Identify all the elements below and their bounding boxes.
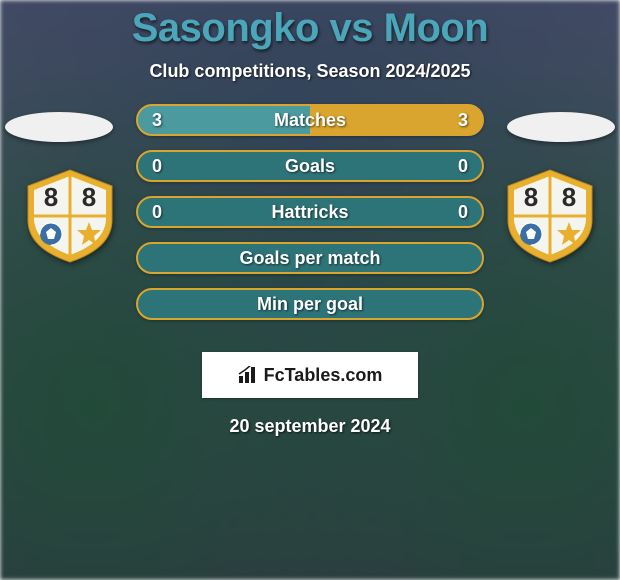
stat-right-value: 0 bbox=[448, 156, 468, 177]
stat-left-value: 3 bbox=[152, 110, 172, 131]
page-title: Sasongko vs Moon bbox=[0, 0, 620, 51]
stat-left-value: 0 bbox=[152, 202, 172, 223]
comparison-area: 8 8 8 8 3 Matches 3 0 Goals 0 0 Hattricks 0 Goals… bbox=[0, 104, 620, 344]
stat-row: Goals per match bbox=[136, 242, 484, 274]
stat-label: Goals bbox=[285, 156, 335, 177]
stat-row: Min per goal bbox=[136, 288, 484, 320]
club-badge-right: 8 8 bbox=[500, 168, 600, 264]
svg-text:8: 8 bbox=[562, 182, 576, 212]
date-text: 20 september 2024 bbox=[0, 416, 620, 437]
stat-left-value: 0 bbox=[152, 156, 172, 177]
club-badge-left: 8 8 bbox=[20, 168, 120, 264]
player-photo-left bbox=[5, 112, 113, 142]
stat-row: 0 Hattricks 0 bbox=[136, 196, 484, 228]
stat-rows: 3 Matches 3 0 Goals 0 0 Hattricks 0 Goals per mat… bbox=[136, 104, 484, 334]
stat-label: Min per goal bbox=[257, 294, 363, 315]
stat-label: Goals per match bbox=[239, 248, 380, 269]
fctables-watermark: FcTables.com bbox=[202, 352, 418, 398]
fctables-logo: FcTables.com bbox=[238, 365, 383, 386]
stat-label: Matches bbox=[274, 110, 346, 131]
svg-text:8: 8 bbox=[44, 182, 58, 212]
bars-icon bbox=[238, 366, 260, 384]
stat-right-value: 0 bbox=[448, 202, 468, 223]
svg-text:8: 8 bbox=[82, 182, 96, 212]
subtitle: Club competitions, Season 2024/2025 bbox=[0, 61, 620, 82]
player-photo-right bbox=[507, 112, 615, 142]
stat-label: Hattricks bbox=[271, 202, 348, 223]
content-root: Sasongko vs Moon Club competitions, Seas… bbox=[0, 0, 620, 580]
svg-text:8: 8 bbox=[524, 182, 538, 212]
stat-row: 3 Matches 3 bbox=[136, 104, 484, 136]
stat-row: 0 Goals 0 bbox=[136, 150, 484, 182]
fctables-text: FcTables.com bbox=[264, 365, 383, 386]
stat-right-value: 3 bbox=[448, 110, 468, 131]
